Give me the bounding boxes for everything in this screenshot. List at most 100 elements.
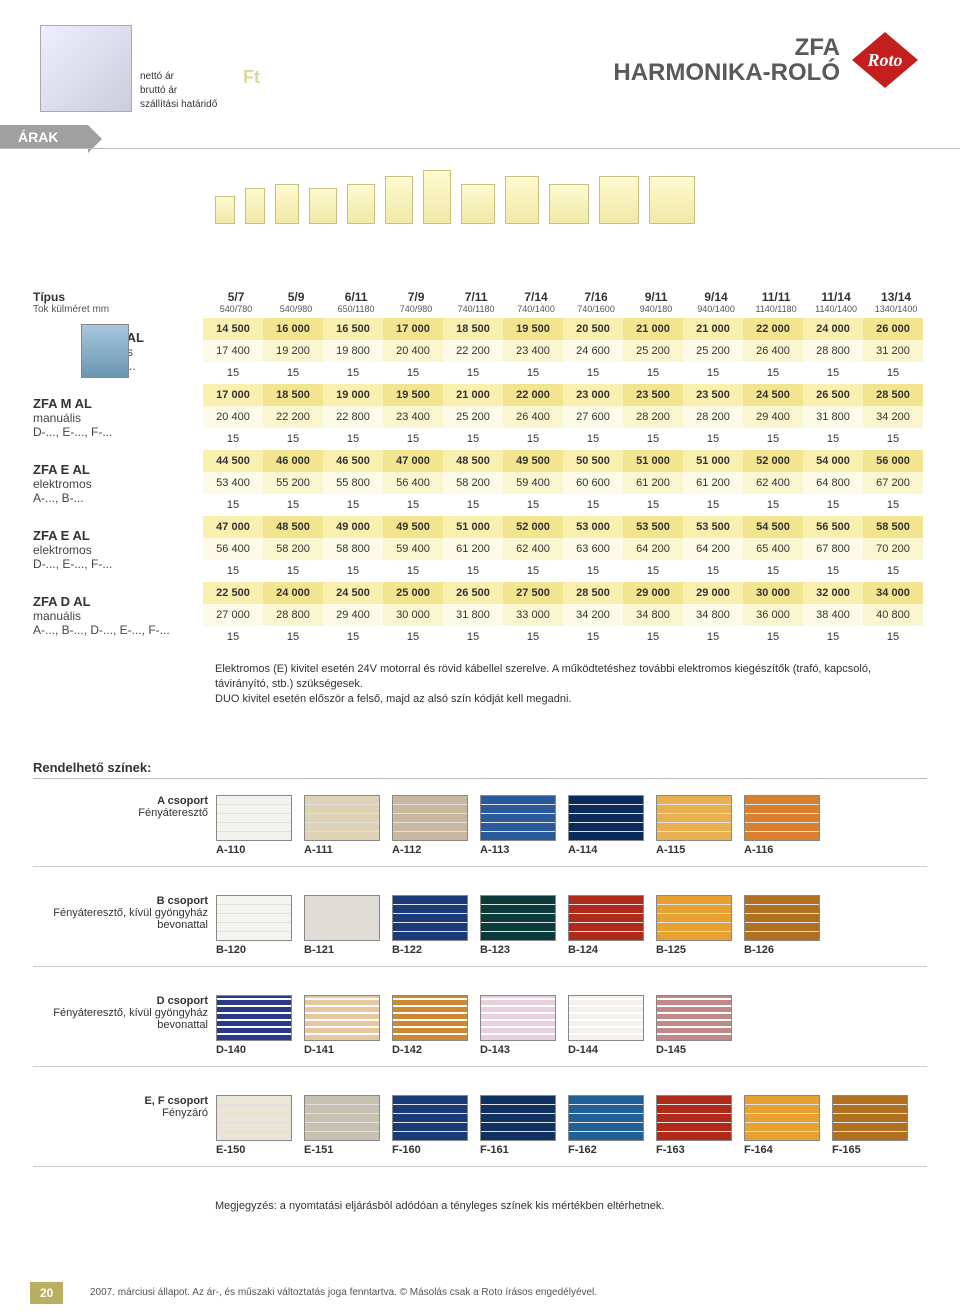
- price-cell: 65 400: [743, 538, 803, 560]
- swatch-label: B-126: [744, 944, 818, 956]
- price-cell: 27 500: [503, 582, 563, 604]
- divider: [33, 778, 927, 779]
- svg-text:Roto: Roto: [866, 50, 902, 70]
- price-cell: 25 200: [623, 340, 683, 362]
- legend-net: nettó ár: [140, 70, 174, 84]
- price-cell: 48 500: [443, 450, 503, 472]
- color-swatch: A-114: [568, 795, 642, 856]
- footer: 20 2007. márciusi állapot. Az ár-, és mű…: [0, 1280, 960, 1308]
- price-cell: 28 500: [863, 384, 923, 406]
- price-cell: 53 500: [683, 516, 743, 538]
- price-cell: 54 500: [743, 516, 803, 538]
- price-cell: 49 500: [383, 516, 443, 538]
- col-header: 7/16740/1600: [566, 290, 626, 314]
- swatch-label: A-110: [216, 844, 290, 856]
- group-name: D csoport: [33, 995, 208, 1007]
- size-box: [385, 176, 413, 224]
- row-sub: manuális: [33, 609, 203, 623]
- group-desc: Fényáteresztő, kívül gyöngyház bevonatta…: [33, 1007, 208, 1031]
- price-cell: 17 000: [203, 384, 263, 406]
- price-cell: 15: [623, 428, 683, 450]
- price-cell: 61 200: [443, 538, 503, 560]
- price-cell: 22 800: [323, 406, 383, 428]
- price-cell: 58 200: [263, 538, 323, 560]
- price-cell: 15: [323, 428, 383, 450]
- swatch-label: B-120: [216, 944, 290, 956]
- price-cell: 46 500: [323, 450, 383, 472]
- price-cell: 32 000: [803, 582, 863, 604]
- color-group: A csoportFényáteresztőA-110A-111A-112A-1…: [33, 795, 927, 867]
- title-line1: ZFA: [613, 35, 840, 60]
- price-cell: 29 000: [683, 582, 743, 604]
- col-header: 9/14940/1400: [686, 290, 746, 314]
- price-cell: 34 000: [863, 582, 923, 604]
- price-cell: 46 000: [263, 450, 323, 472]
- price-cell: 15: [443, 494, 503, 516]
- price-cell: 64 200: [683, 538, 743, 560]
- color-swatch: F-162: [568, 1095, 642, 1156]
- price-cell: 26 400: [503, 406, 563, 428]
- note-1: Elektromos (E) kivitel esetén 24V motorr…: [215, 662, 925, 692]
- price-cell: 15: [383, 560, 443, 582]
- price-cell: 17 400: [203, 340, 263, 362]
- color-swatch: D-145: [656, 995, 730, 1056]
- price-cell: 20 400: [383, 340, 443, 362]
- swatch-label: D-143: [480, 1044, 554, 1056]
- price-cell: 21 000: [443, 384, 503, 406]
- price-cell: 44 500: [203, 450, 263, 472]
- price-cell: 26 400: [743, 340, 803, 362]
- col-header: 7/11740/1180: [446, 290, 506, 314]
- price-cell: 15: [383, 626, 443, 648]
- price-cell: 15: [623, 494, 683, 516]
- price-cell: 56 000: [863, 450, 923, 472]
- price-cell: 51 000: [623, 450, 683, 472]
- price-cell: 36 000: [743, 604, 803, 626]
- color-swatch: A-113: [480, 795, 554, 856]
- swatch-label: F-163: [656, 1144, 730, 1156]
- price-cell: 15: [443, 626, 503, 648]
- price-cell: 18 500: [263, 384, 323, 406]
- col-header: 7/9740/980: [386, 290, 446, 314]
- table-notes: Elektromos (E) kivitel esetén 24V motorr…: [215, 662, 925, 707]
- color-swatch: E-150: [216, 1095, 290, 1156]
- swatch-label: F-165: [832, 1144, 906, 1156]
- price-cell: 52 000: [503, 516, 563, 538]
- footer-text: 2007. márciusi állapot. Az ár-, és műsza…: [90, 1287, 597, 1298]
- price-cell: 51 000: [443, 516, 503, 538]
- row-name: ZFA D AL: [33, 594, 203, 609]
- row-sub: elektromos: [33, 477, 203, 491]
- color-swatch: D-142: [392, 995, 466, 1056]
- price-cell: 19 500: [503, 318, 563, 340]
- swatch-label: A-116: [744, 844, 818, 856]
- row-name: ZFA M AL: [33, 396, 203, 411]
- price-cell: 23 500: [623, 384, 683, 406]
- price-cell: 34 200: [563, 604, 623, 626]
- price-cell: 26 000: [863, 318, 923, 340]
- col-header: 11/111140/1180: [746, 290, 806, 314]
- size-box: [649, 176, 695, 224]
- color-swatch: F-164: [744, 1095, 818, 1156]
- color-swatch: A-110: [216, 795, 290, 856]
- swatch-label: A-112: [392, 844, 466, 856]
- swatch-label: D-140: [216, 1044, 290, 1056]
- price-cell: 19 500: [383, 384, 443, 406]
- price-table: Típus Tok külméret mm 5/7540/7805/9540/9…: [33, 290, 926, 648]
- size-box: [275, 184, 299, 224]
- price-cell: 61 200: [623, 472, 683, 494]
- price-cell: 15: [743, 626, 803, 648]
- price-cell: 15: [203, 362, 263, 384]
- price-cell: 24 000: [263, 582, 323, 604]
- price-cell: 15: [263, 428, 323, 450]
- color-swatch: F-165: [832, 1095, 906, 1156]
- price-cell: 15: [683, 362, 743, 384]
- price-cell: 25 200: [443, 406, 503, 428]
- price-cell: 28 500: [563, 582, 623, 604]
- swatch-label: A-114: [568, 844, 642, 856]
- group-desc: Fényzáró: [33, 1107, 208, 1119]
- price-cell: 22 500: [203, 582, 263, 604]
- price-cell: 15: [323, 494, 383, 516]
- price-cell: 58 800: [323, 538, 383, 560]
- color-group: B csoportFényáteresztő, kívül gyöngyház …: [33, 895, 927, 967]
- swatch-label: F-161: [480, 1144, 554, 1156]
- price-cell: 33 000: [503, 604, 563, 626]
